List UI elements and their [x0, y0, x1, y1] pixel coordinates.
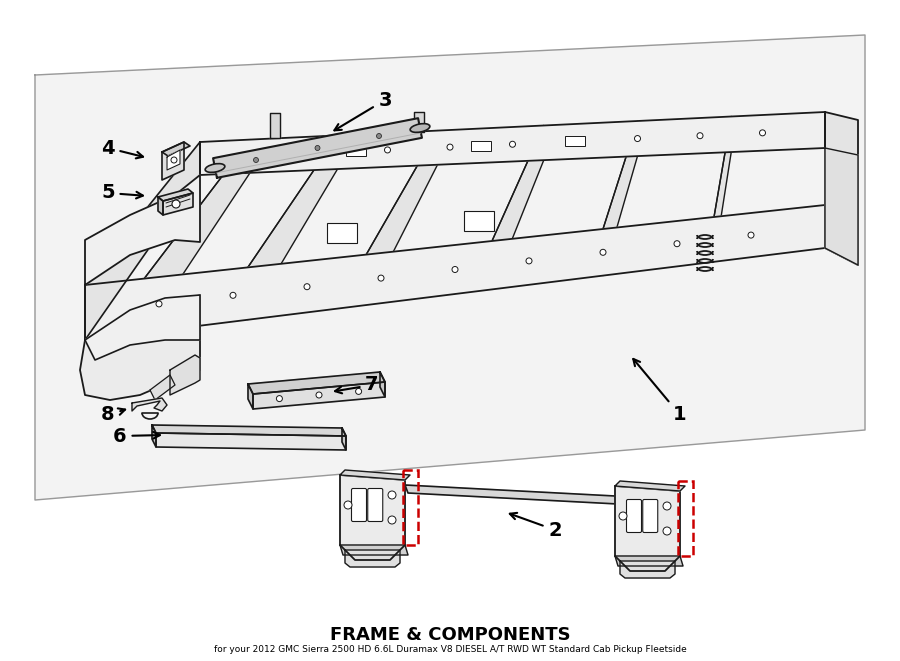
Polygon shape [213, 118, 422, 178]
Polygon shape [270, 114, 280, 138]
Circle shape [748, 232, 754, 238]
Text: 4: 4 [101, 139, 143, 159]
Circle shape [760, 130, 766, 136]
Polygon shape [158, 189, 193, 201]
Bar [403, 470, 418, 545]
FancyBboxPatch shape [352, 488, 366, 522]
Polygon shape [253, 382, 385, 409]
Polygon shape [248, 384, 253, 409]
Polygon shape [615, 486, 680, 571]
Circle shape [619, 512, 627, 520]
Circle shape [230, 292, 236, 298]
Polygon shape [615, 556, 683, 566]
Polygon shape [170, 355, 200, 395]
Ellipse shape [410, 124, 430, 132]
Polygon shape [85, 205, 825, 340]
Circle shape [697, 133, 703, 139]
FancyBboxPatch shape [368, 488, 382, 522]
Text: 6: 6 [113, 426, 160, 446]
Circle shape [172, 200, 180, 208]
Polygon shape [152, 425, 156, 447]
FancyBboxPatch shape [643, 500, 658, 533]
Polygon shape [414, 112, 424, 132]
Polygon shape [152, 425, 346, 436]
Text: 2: 2 [509, 513, 562, 539]
Circle shape [663, 502, 671, 510]
FancyBboxPatch shape [626, 500, 642, 533]
Circle shape [452, 266, 458, 272]
Circle shape [600, 249, 606, 255]
Ellipse shape [205, 164, 225, 173]
Circle shape [304, 284, 310, 290]
Text: for your 2012 GMC Sierra 2500 HD 6.6L Duramax V8 DIESEL A/T RWD WT Standard Cab : for your 2012 GMC Sierra 2500 HD 6.6L Du… [213, 646, 687, 654]
Circle shape [634, 136, 641, 141]
Circle shape [376, 134, 382, 139]
Circle shape [322, 150, 328, 156]
Circle shape [344, 501, 352, 509]
Polygon shape [85, 295, 200, 360]
Polygon shape [158, 197, 163, 215]
Polygon shape [162, 142, 190, 156]
Polygon shape [620, 561, 675, 578]
Polygon shape [492, 126, 544, 290]
Circle shape [156, 301, 162, 307]
Bar [472, 141, 491, 151]
Polygon shape [405, 485, 618, 504]
Polygon shape [340, 545, 408, 555]
Text: 1: 1 [634, 359, 687, 424]
Polygon shape [714, 116, 731, 262]
Polygon shape [156, 433, 346, 450]
Circle shape [259, 153, 266, 159]
Text: 5: 5 [101, 184, 143, 202]
Circle shape [388, 491, 396, 499]
Circle shape [378, 275, 384, 281]
Polygon shape [85, 175, 200, 285]
Polygon shape [345, 550, 400, 567]
Text: 8: 8 [101, 405, 125, 424]
Polygon shape [144, 139, 250, 332]
Circle shape [663, 527, 671, 535]
Circle shape [316, 392, 322, 398]
Polygon shape [825, 112, 858, 265]
Polygon shape [132, 398, 167, 411]
Polygon shape [342, 428, 346, 450]
Circle shape [509, 141, 516, 147]
Polygon shape [85, 142, 200, 340]
Polygon shape [167, 150, 180, 170]
Polygon shape [248, 136, 338, 320]
Bar [328, 223, 357, 243]
Circle shape [526, 258, 532, 264]
Polygon shape [366, 131, 437, 305]
Polygon shape [35, 35, 865, 500]
Circle shape [384, 147, 391, 153]
Polygon shape [162, 142, 184, 180]
Circle shape [276, 395, 283, 402]
Circle shape [254, 157, 258, 163]
Polygon shape [615, 481, 685, 491]
Polygon shape [603, 121, 637, 276]
Polygon shape [380, 372, 385, 397]
Polygon shape [163, 193, 193, 215]
Circle shape [674, 241, 680, 247]
Bar [565, 136, 585, 146]
Circle shape [572, 138, 578, 144]
Circle shape [356, 389, 362, 395]
Polygon shape [150, 375, 175, 400]
Circle shape [388, 516, 396, 524]
Circle shape [447, 144, 453, 150]
Polygon shape [825, 148, 858, 265]
Bar [346, 146, 366, 157]
Text: FRAME & COMPONENTS: FRAME & COMPONENTS [329, 626, 571, 644]
Polygon shape [80, 295, 200, 400]
Polygon shape [340, 475, 405, 560]
Bar [464, 210, 494, 231]
Polygon shape [340, 470, 410, 480]
Bar [678, 481, 693, 556]
Text: 7: 7 [335, 375, 379, 395]
Polygon shape [248, 372, 385, 394]
Circle shape [315, 145, 320, 151]
Text: 3: 3 [335, 91, 392, 130]
Polygon shape [200, 112, 825, 175]
